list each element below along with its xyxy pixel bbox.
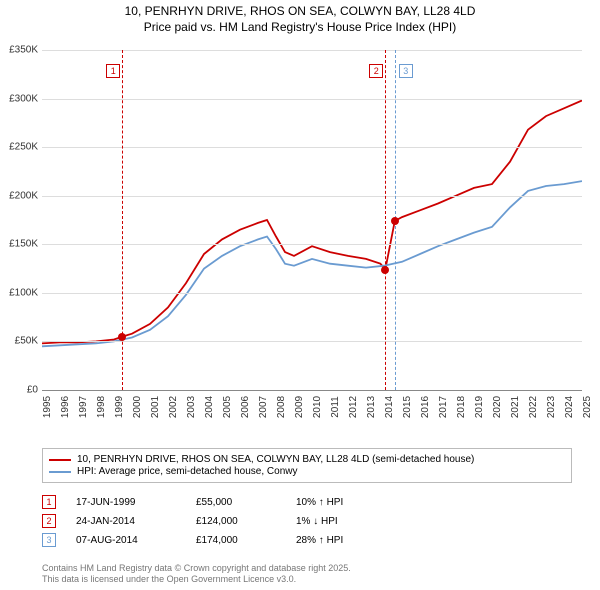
legend-label: 10, PENRHYN DRIVE, RHOS ON SEA, COLWYN B… [77,454,474,465]
transaction-marker: 2 [369,64,383,78]
transaction-marker: 1 [106,64,120,78]
x-tick-label: 2016 [420,396,431,418]
x-tick-label: 2017 [438,396,449,418]
transaction-pct: 1% ↓ HPI [296,516,396,527]
x-tick-label: 2023 [546,396,557,418]
transaction-row: 2 24-JAN-2014£124,0001% ↓ HPI [42,514,396,528]
x-tick-label: 1998 [96,396,107,418]
sale-dot [391,217,399,225]
sale-dot [118,333,126,341]
transaction-table: 1 17-JUN-1999£55,00010% ↑ HPI 2 24-JAN-2014… [42,490,396,552]
legend-row: HPI: Average price, semi-detached house,… [49,466,565,477]
x-tick-label: 2011 [330,396,341,418]
transaction-index-box: 1 [42,495,56,509]
x-tick-label: 2025 [582,396,593,418]
chart-container: 10, PENRHYN DRIVE, RHOS ON SEA, COLWYN B… [0,0,600,590]
transaction-pct: 28% ↑ HPI [296,535,396,546]
x-tick-label: 1999 [114,396,125,418]
legend-row: 10, PENRHYN DRIVE, RHOS ON SEA, COLWYN B… [49,454,565,465]
x-tick-label: 1995 [42,396,53,418]
y-tick-label: £100K [2,287,38,298]
transaction-date: 17-JUN-1999 [76,497,196,508]
transaction-pct: 10% ↑ HPI [296,497,396,508]
x-tick-label: 2008 [276,396,287,418]
legend-swatch [49,471,71,473]
transaction-row: 3 07-AUG-2014£174,00028% ↑ HPI [42,533,396,547]
sale-dot [381,266,389,274]
x-tick-label: 2009 [294,396,305,418]
footer-line2: This data is licensed under the Open Gov… [42,574,351,586]
x-tick-label: 1996 [60,396,71,418]
x-tick-label: 2015 [402,396,413,418]
x-tick-label: 2005 [222,396,233,418]
x-tick-label: 2019 [474,396,485,418]
chart-title: 10, PENRHYN DRIVE, RHOS ON SEA, COLWYN B… [0,0,600,35]
chart-area: £0£50K£100K£150K£200K£250K£300K£350K1995… [42,50,582,415]
x-tick-label: 2000 [132,396,143,418]
transaction-date: 07-AUG-2014 [76,535,196,546]
x-tick-label: 2010 [312,396,323,418]
x-tick-label: 2001 [150,396,161,418]
footer-attribution: Contains HM Land Registry data © Crown c… [42,563,351,586]
transaction-price: £124,000 [196,516,296,527]
transaction-price: £174,000 [196,535,296,546]
x-tick-label: 2018 [456,396,467,418]
transaction-vline [385,50,386,390]
transaction-row: 1 17-JUN-1999£55,00010% ↑ HPI [42,495,396,509]
y-tick-label: £300K [2,93,38,104]
legend-swatch [49,459,71,461]
transaction-index-box: 2 [42,514,56,528]
y-tick-label: £350K [2,45,38,56]
x-tick-label: 2003 [186,396,197,418]
x-tick-label: 2022 [528,396,539,418]
y-tick-label: £150K [2,239,38,250]
title-line1: 10, PENRHYN DRIVE, RHOS ON SEA, COLWYN B… [10,4,590,20]
x-tick-label: 2024 [564,396,575,418]
transaction-date: 24-JAN-2014 [76,516,196,527]
title-line2: Price paid vs. HM Land Registry's House … [10,20,590,36]
x-tick-label: 2006 [240,396,251,418]
x-tick-label: 2007 [258,396,269,418]
y-tick-label: £50K [2,336,38,347]
plot-region: £0£50K£100K£150K£200K£250K£300K£350K1995… [42,50,582,391]
x-tick-label: 1997 [78,396,89,418]
y-tick-label: £250K [2,142,38,153]
x-tick-label: 2020 [492,396,503,418]
x-tick-label: 2012 [348,396,359,418]
x-tick-label: 2021 [510,396,521,418]
y-tick-label: £200K [2,190,38,201]
footer-line1: Contains HM Land Registry data © Crown c… [42,563,351,575]
transaction-index-box: 3 [42,533,56,547]
x-tick-label: 2002 [168,396,179,418]
legend-label: HPI: Average price, semi-detached house,… [77,466,298,477]
legend: 10, PENRHYN DRIVE, RHOS ON SEA, COLWYN B… [42,448,572,483]
x-tick-label: 2014 [384,396,395,418]
y-tick-label: £0 [2,385,38,396]
transaction-price: £55,000 [196,497,296,508]
x-tick-label: 2004 [204,396,215,418]
x-tick-label: 2013 [366,396,377,418]
transaction-marker: 3 [399,64,413,78]
